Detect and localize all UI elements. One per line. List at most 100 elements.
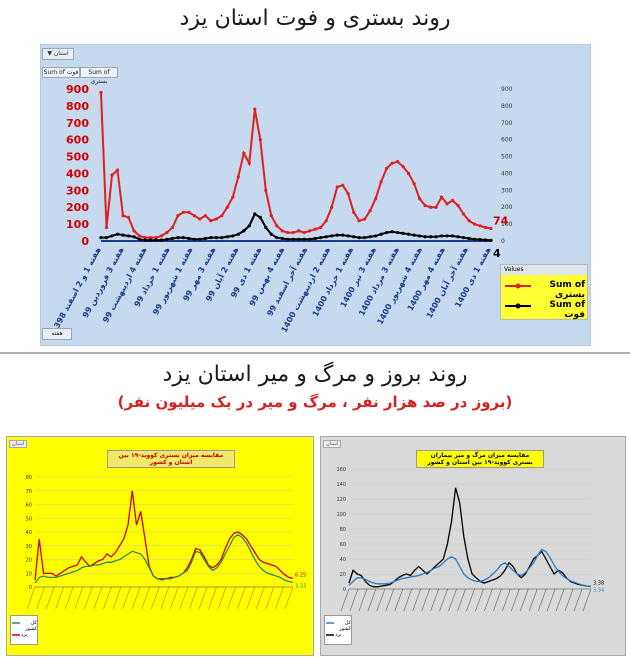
data-point	[341, 233, 345, 237]
data-point	[214, 236, 218, 240]
data-point	[154, 236, 158, 240]
data-point	[137, 234, 142, 238]
x-tick-label: هفته آخر آبان 1400	[424, 245, 470, 320]
x-tick-label	[284, 586, 294, 610]
x-tick-label	[376, 588, 386, 612]
series-line-1	[348, 548, 592, 588]
data-point	[461, 212, 466, 216]
x-tick-label: هفته آخر اسفند 99	[264, 245, 309, 318]
x-tick-label	[385, 588, 395, 612]
x-tick-label: هفته 4 اردیبهشت 99	[101, 245, 149, 324]
x-tick-label	[150, 586, 160, 610]
legend-label-death: Sum of فوت	[549, 300, 586, 320]
data-point	[450, 234, 455, 238]
axis-field-button[interactable]: هفته	[42, 328, 72, 340]
mini-legend-label-yazd: یزد	[335, 632, 342, 638]
data-point	[324, 235, 328, 239]
data-point	[220, 236, 224, 240]
data-point	[423, 235, 427, 239]
x-tick-label	[93, 586, 103, 610]
x-tick-label	[484, 588, 493, 612]
data-point	[434, 205, 438, 209]
data-point	[242, 229, 246, 233]
data-point	[269, 232, 273, 236]
x-tick-label	[141, 586, 150, 610]
data-point	[264, 225, 268, 230]
x-tick-label	[582, 588, 592, 612]
data-point	[253, 212, 257, 216]
mini-legend-label-country: کل کشور	[339, 620, 351, 632]
data-point	[154, 238, 158, 242]
data-point	[478, 224, 482, 228]
field-button-hosp[interactable]: Sum of بستری	[80, 67, 118, 85]
chart-mortality: 0 20 40 60 80 100 120 140 160 3.383.34	[336, 467, 604, 612]
data-point	[247, 224, 251, 228]
y2-tick-label: 600	[501, 137, 513, 144]
x-tick-label	[349, 588, 359, 612]
y2-tick-label: 700	[501, 120, 513, 127]
data-point	[401, 165, 405, 169]
data-point	[363, 236, 367, 240]
x-tick-label	[457, 588, 466, 612]
y-tick-label: 80	[340, 527, 346, 533]
data-point	[110, 173, 114, 177]
data-point	[302, 237, 306, 241]
data-point	[165, 237, 169, 241]
data-point	[450, 198, 455, 203]
data-point	[143, 238, 147, 242]
x-tick-label	[26, 586, 36, 610]
data-point	[385, 166, 389, 170]
data-point	[236, 175, 240, 179]
y2-tick-label: 900	[501, 86, 513, 93]
panel-tag[interactable]: استان	[323, 440, 342, 448]
x-tick-label	[537, 588, 547, 612]
data-point	[412, 233, 416, 237]
data-point	[143, 236, 147, 240]
filter-button[interactable]: ▼ استان	[42, 48, 74, 60]
data-point	[258, 215, 262, 219]
x-tick-label	[564, 588, 574, 612]
y-tick-label: 20	[340, 572, 346, 578]
y-tick-label: 0	[81, 235, 89, 248]
data-point	[242, 151, 246, 155]
filter-label: استان	[53, 50, 69, 57]
y-tick-label: 60	[340, 542, 346, 548]
data-point	[225, 205, 229, 209]
data-point	[286, 237, 290, 241]
field-button-death[interactable]: Sum of فوت	[42, 67, 80, 78]
data-point	[209, 219, 213, 223]
x-tick-label	[358, 588, 368, 612]
data-point	[417, 234, 422, 238]
data-point	[417, 197, 422, 201]
data-point	[187, 236, 191, 241]
data-point	[472, 222, 477, 226]
data-point	[225, 235, 229, 239]
panel-tag[interactable]: استان	[9, 440, 28, 448]
data-point	[181, 210, 185, 214]
y-tick-label: 120	[336, 497, 346, 503]
x-tick-label	[439, 588, 448, 612]
data-point	[374, 197, 378, 201]
x-tick-label	[179, 586, 189, 610]
x-tick-label	[275, 586, 284, 610]
data-point	[467, 219, 471, 223]
y-tick-label: 600	[66, 134, 89, 147]
data-point	[137, 237, 142, 241]
data-point	[335, 185, 339, 189]
x-tick-label	[519, 588, 529, 612]
data-point	[379, 180, 383, 184]
data-point	[483, 225, 488, 230]
y-tick-label: 80	[26, 475, 32, 481]
data-point	[456, 203, 460, 208]
data-point	[203, 236, 207, 241]
data-point	[121, 214, 125, 218]
x-tick-label	[466, 588, 475, 612]
data-point	[368, 235, 372, 239]
x-tick-label	[403, 588, 413, 612]
x-tick-label	[367, 588, 377, 612]
section-divider	[0, 352, 630, 354]
legend-item-death: Sum of فوت	[505, 299, 585, 320]
x-tick-label	[528, 588, 538, 612]
y2-tick-label: 300	[501, 187, 513, 194]
x-tick-label	[573, 588, 583, 612]
